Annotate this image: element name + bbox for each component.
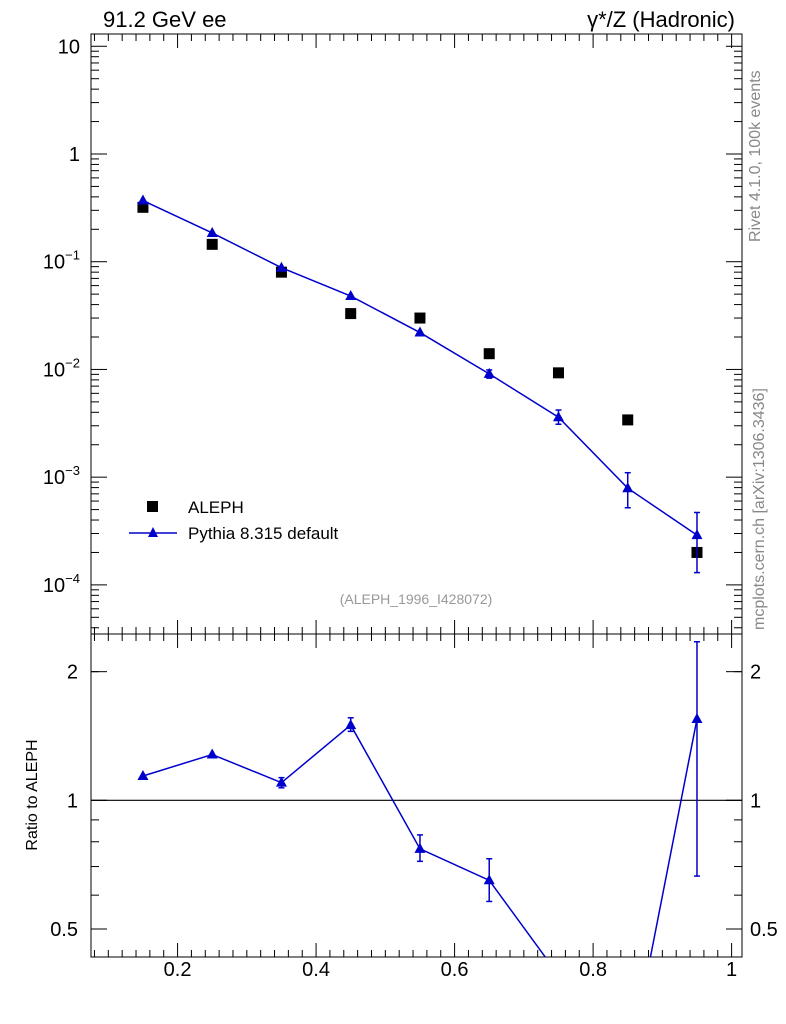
header-right-symbol: γ [587, 7, 598, 32]
aleph-point [137, 201, 149, 213]
ratio-panel: 0.5 0.5 1 1 2 2 0.2 0.4 0.6 0.8 1 [50, 633, 778, 981]
ratio-ytick-label: 2 [67, 662, 78, 684]
ratio-ytick-label: 1 [67, 790, 78, 812]
main-ytick-exponent: −3 [65, 463, 80, 478]
side-label-top: Rivet 4.1.0, 100k events [747, 70, 764, 242]
xtick-label: 0.8 [579, 959, 607, 981]
ratio-frame [90, 633, 743, 958]
xtick-label: 1 [726, 959, 737, 981]
xtick-label: 0.6 [441, 959, 469, 981]
main-ytick-exponent: −2 [65, 355, 80, 370]
pythia-point [275, 261, 287, 272]
main-ytick-label: 10−2 [43, 355, 80, 381]
pythia-line [142, 199, 698, 536]
ratio-ylabel: Ratio to ALEPH [24, 739, 41, 850]
ratio-ytick-label: 0.5 [50, 919, 78, 941]
main-ytick-mantissa: 1 [69, 144, 80, 166]
aleph-point [483, 348, 495, 360]
aleph-point [275, 266, 287, 278]
legend-data-marker [147, 501, 158, 512]
ratio-line [142, 718, 698, 957]
ratio-point [414, 842, 426, 853]
aleph-point [414, 312, 426, 324]
ratio-point [137, 770, 149, 781]
aleph-point [552, 367, 564, 379]
aleph-point [345, 308, 357, 320]
header-left: 91.2 GeV ee [103, 7, 227, 32]
side-label-bottom: mcplots.cern.ch [arXiv:1306.3436] [751, 388, 768, 630]
pythia-point [622, 482, 634, 493]
pythia-point [552, 411, 564, 422]
main-ytick-mantissa: 10 [43, 359, 65, 381]
pythia-point [206, 226, 218, 237]
header-right: γ*/Z (Hadronic) [587, 7, 735, 32]
header-right-rest: */Z (Hadronic) [598, 7, 735, 32]
main-ytick-exponent: −4 [65, 571, 80, 586]
main-ytick-mantissa: 10 [43, 467, 65, 489]
pythia-point [691, 529, 703, 540]
main-ytick-mantissa: 10 [43, 252, 65, 274]
main-ytick-label: 10−4 [43, 571, 80, 597]
xtick-label: 0.4 [302, 959, 330, 981]
pythia-point [483, 367, 495, 378]
main-ytick-mantissa: 10 [58, 36, 80, 58]
pythia-point [414, 326, 426, 337]
watermark: (ALEPH_1996_I428072) [340, 591, 493, 607]
main-ytick-mantissa: 10 [43, 575, 65, 597]
ratio-series-group [137, 640, 703, 957]
main-ytick-exponent: −1 [65, 248, 80, 263]
pythia-point [137, 194, 149, 205]
ratio-point [206, 748, 218, 759]
ratio-point [345, 719, 357, 730]
ratio-ytick-label-right: 0.5 [750, 919, 778, 941]
legend-mc-label: Pythia 8.315 default [188, 524, 339, 543]
pythia-point [345, 290, 357, 301]
xtick-label: 0.2 [164, 959, 192, 981]
main-ytick-label: 10 [58, 36, 80, 58]
legend-mc-marker [148, 527, 158, 537]
ratio-point [483, 874, 495, 885]
main-ytick-label: 10−3 [43, 463, 80, 489]
main-ytick-label: 10−1 [43, 248, 80, 274]
main-ytick-label: 1 [69, 144, 80, 166]
aleph-point [622, 414, 634, 426]
legend-data-label: ALEPH [188, 498, 244, 517]
aleph-point [206, 238, 218, 250]
legend: ALEPH Pythia 8.315 default [129, 498, 339, 543]
ratio-ytick-label-right: 2 [750, 662, 761, 684]
ratio-ytick-label-right: 1 [750, 790, 761, 812]
ratio-point [691, 712, 703, 723]
ratio-point [275, 776, 287, 787]
